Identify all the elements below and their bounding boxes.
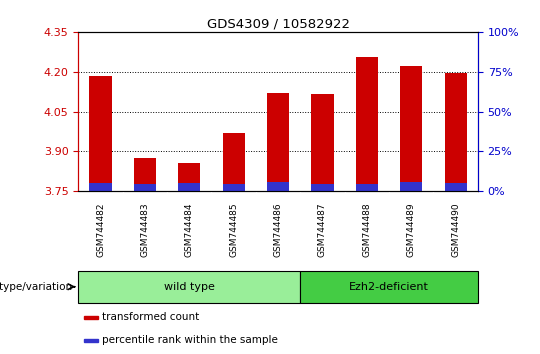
Text: GSM744489: GSM744489 — [407, 203, 416, 257]
Bar — [312, 94, 334, 191]
Text: GSM744482: GSM744482 — [96, 203, 105, 257]
Text: GSM744487: GSM744487 — [318, 203, 327, 257]
Text: genotype/variation: genotype/variation — [0, 282, 73, 292]
Bar — [222, 133, 245, 191]
Text: percentile rank within the sample: percentile rank within the sample — [102, 335, 278, 346]
Text: GSM744485: GSM744485 — [229, 203, 238, 257]
Bar — [90, 76, 112, 191]
Bar — [400, 66, 422, 191]
Bar — [178, 163, 200, 191]
Text: Ezh2-deficient: Ezh2-deficient — [349, 282, 429, 292]
Bar — [300, 271, 478, 303]
Title: GDS4309 / 10582922: GDS4309 / 10582922 — [207, 18, 349, 31]
Text: GSM744483: GSM744483 — [140, 203, 150, 257]
Bar — [222, 184, 245, 191]
Bar — [78, 271, 300, 303]
Text: GSM744486: GSM744486 — [274, 203, 282, 257]
Bar — [134, 158, 156, 191]
Bar — [134, 184, 156, 191]
Bar — [267, 182, 289, 191]
Text: GSM744488: GSM744488 — [362, 203, 372, 257]
Bar — [444, 183, 467, 191]
Bar — [400, 182, 422, 191]
Text: wild type: wild type — [164, 282, 215, 292]
Bar — [84, 316, 98, 319]
Text: GSM744490: GSM744490 — [451, 203, 460, 257]
Text: GSM744484: GSM744484 — [185, 203, 194, 257]
Bar — [267, 93, 289, 191]
Text: transformed count: transformed count — [102, 312, 199, 322]
Bar — [356, 57, 378, 191]
Bar — [312, 184, 334, 191]
Bar — [90, 183, 112, 191]
Bar — [84, 339, 98, 342]
Bar — [444, 73, 467, 191]
Bar — [356, 184, 378, 191]
Bar — [178, 183, 200, 191]
